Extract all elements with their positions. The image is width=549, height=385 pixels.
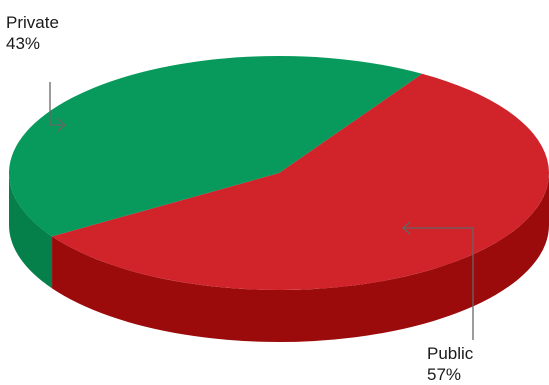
callout-line-private [49,82,64,126]
pie-slice-public [52,73,549,290]
label-public: Public 57% [427,343,473,385]
label-private-value: 43% [6,34,41,53]
callout-lines [49,82,474,340]
pie-sides [8,173,549,343]
callout-arrow-public [402,221,411,235]
callout-arrow-private [57,118,66,132]
label-public-name: Public [427,344,474,363]
pie-side-public [52,173,549,343]
pie-side-private [8,173,53,289]
callout-line-public [403,227,474,340]
pie-slice-private [8,56,423,237]
label-private-name: Private [6,13,59,32]
label-private: Private 43% [6,12,59,54]
pie-tops [8,56,549,290]
label-public-value: 57% [427,365,462,384]
